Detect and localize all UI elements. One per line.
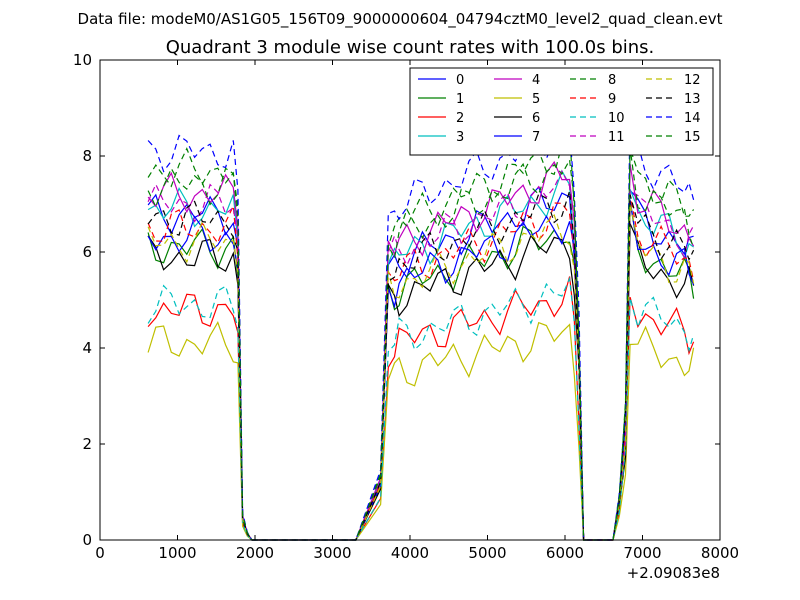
legend-label-12: 12 xyxy=(684,73,701,88)
x-tick-label: 2000 xyxy=(236,544,274,562)
legend-label-7: 7 xyxy=(532,130,540,145)
x-tick-label: 0 xyxy=(95,544,105,562)
legend-label-4: 4 xyxy=(532,73,540,88)
legend-label-1: 1 xyxy=(456,92,464,107)
y-tick-label: 4 xyxy=(82,339,92,357)
legend-box xyxy=(409,67,714,156)
chart-title: Quadrant 3 module wise count rates with … xyxy=(166,37,655,58)
y-tick-label: 2 xyxy=(82,435,92,453)
legend-label-5: 5 xyxy=(532,92,540,107)
legend-label-2: 2 xyxy=(456,111,464,126)
x-tick-label: 1000 xyxy=(158,544,196,562)
x-tick-label: 5000 xyxy=(468,544,506,562)
legend-label-15: 15 xyxy=(684,130,701,145)
x-tick-label: 8000 xyxy=(701,544,739,562)
legend-label-0: 0 xyxy=(456,73,464,88)
series-line-11 xyxy=(147,169,695,541)
y-tick-label: 8 xyxy=(82,147,92,165)
legend-label-14: 14 xyxy=(684,111,701,126)
series-line-2 xyxy=(147,276,695,541)
chart-suptitle: Data file: modeM0/AS1G05_156T09_90000006… xyxy=(78,10,723,29)
legend-label-11: 11 xyxy=(608,130,625,145)
series-line-15 xyxy=(147,147,695,541)
x-offset-label: +2.09083e8 xyxy=(627,564,720,582)
legend-label-3: 3 xyxy=(456,130,464,145)
plot-area xyxy=(147,112,695,541)
x-tick-label: 7000 xyxy=(623,544,661,562)
series-line-12 xyxy=(147,203,695,541)
legend-label-9: 9 xyxy=(608,92,616,107)
series-line-10 xyxy=(147,276,695,541)
x-tick-label: 6000 xyxy=(546,544,584,562)
x-tick-label: 4000 xyxy=(391,544,429,562)
y-tick-label: 6 xyxy=(82,243,92,261)
series-line-4 xyxy=(147,160,695,541)
y-tick-label: 0 xyxy=(82,531,92,549)
series-line-5 xyxy=(147,320,695,541)
legend-label-8: 8 xyxy=(608,73,616,88)
series-line-8 xyxy=(147,131,695,541)
x-tick-label: 3000 xyxy=(313,544,351,562)
legend-label-10: 10 xyxy=(608,111,625,126)
y-tick-label: 10 xyxy=(73,51,92,69)
series-line-14 xyxy=(147,112,695,541)
series-line-13 xyxy=(147,190,695,541)
series-line-9 xyxy=(147,194,695,541)
series-line-7 xyxy=(147,200,695,541)
legend-label-13: 13 xyxy=(684,92,701,107)
legend-label-6: 6 xyxy=(532,111,540,126)
series-line-6 xyxy=(147,223,695,541)
